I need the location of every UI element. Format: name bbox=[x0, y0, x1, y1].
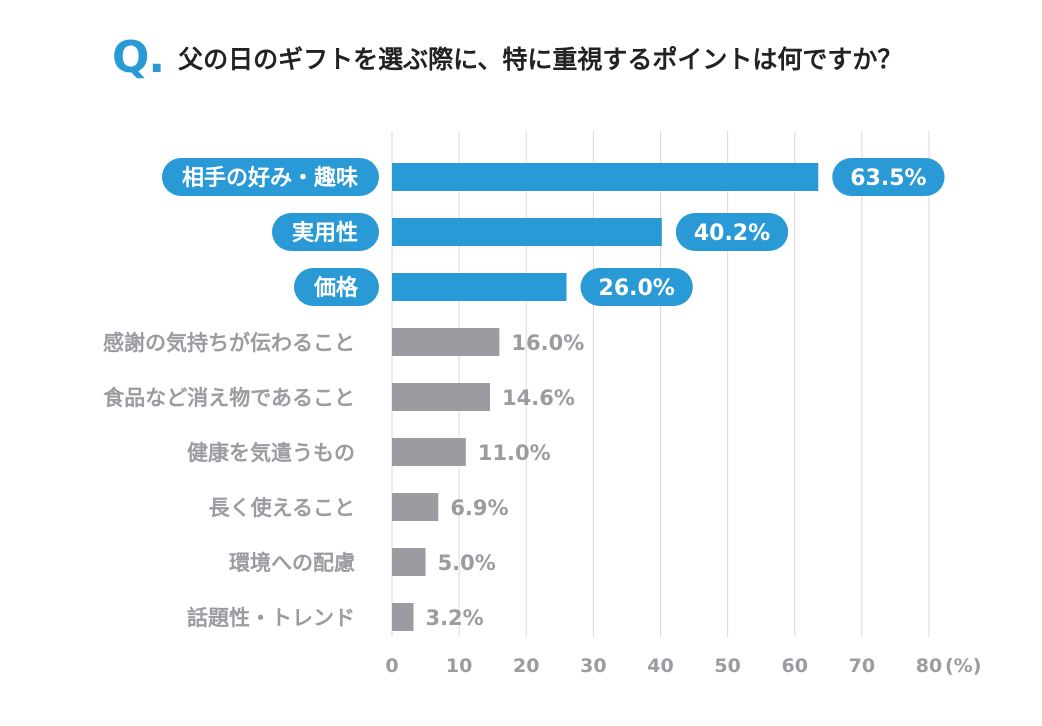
value-label: 26.0% bbox=[599, 276, 675, 301]
x-tick-label: 80 bbox=[916, 655, 942, 677]
value-label: 63.5% bbox=[850, 166, 926, 191]
x-tick-label: 10 bbox=[446, 655, 472, 677]
category-label: 価格 bbox=[313, 275, 359, 301]
category-label: 食品など消え物であること bbox=[103, 386, 355, 410]
category-pill bbox=[161, 158, 379, 196]
category-label: 話題性・トレンド bbox=[187, 606, 355, 630]
question-text: 父の日のギフトを選ぶ際に、特に重視するポイントは何ですか？ bbox=[178, 45, 903, 74]
category-pill bbox=[271, 213, 379, 251]
x-tick-label: 70 bbox=[849, 655, 875, 677]
category-label: 環境への配慮 bbox=[229, 551, 355, 575]
category-pill bbox=[293, 268, 379, 306]
category-label: 相手の好み・趣味 bbox=[182, 165, 358, 191]
value-label: 16.0% bbox=[511, 331, 584, 355]
bar bbox=[392, 603, 414, 631]
x-tick-label: 40 bbox=[647, 655, 673, 677]
x-tick-label: 50 bbox=[714, 655, 740, 677]
bar bbox=[392, 438, 466, 466]
bar bbox=[392, 328, 500, 356]
bar bbox=[392, 548, 426, 576]
x-tick-label: 60 bbox=[782, 655, 808, 677]
category-label: 実用性 bbox=[292, 220, 358, 246]
bar bbox=[392, 218, 662, 246]
x-tick-label: 0 bbox=[385, 655, 398, 677]
bar bbox=[392, 163, 819, 191]
x-tick-label: 20 bbox=[513, 655, 539, 677]
x-unit-label: (%) bbox=[945, 655, 981, 677]
bar bbox=[392, 493, 439, 521]
category-label: 長く使えること bbox=[209, 496, 355, 520]
value-pill bbox=[675, 213, 789, 251]
value-label: 40.2% bbox=[694, 221, 770, 246]
value-label: 3.2% bbox=[425, 606, 483, 630]
x-tick-label: 30 bbox=[580, 655, 606, 677]
value-label: 5.0% bbox=[438, 551, 496, 575]
value-label: 6.9% bbox=[450, 496, 508, 520]
question-mark-badge: Q. bbox=[112, 32, 165, 83]
value-pill bbox=[580, 268, 693, 306]
chart-title: Q. 父の日のギフトを選ぶ際に、特に重視するポイントは何ですか？ bbox=[112, 36, 902, 80]
bar bbox=[392, 383, 491, 411]
value-pill bbox=[832, 158, 945, 196]
category-label: 感謝の気持ちが伝わること bbox=[103, 331, 355, 355]
value-label: 11.0% bbox=[478, 441, 551, 465]
value-label: 14.6% bbox=[502, 386, 575, 410]
bar bbox=[392, 273, 567, 301]
category-label: 健康を気遣うもの bbox=[187, 441, 355, 465]
